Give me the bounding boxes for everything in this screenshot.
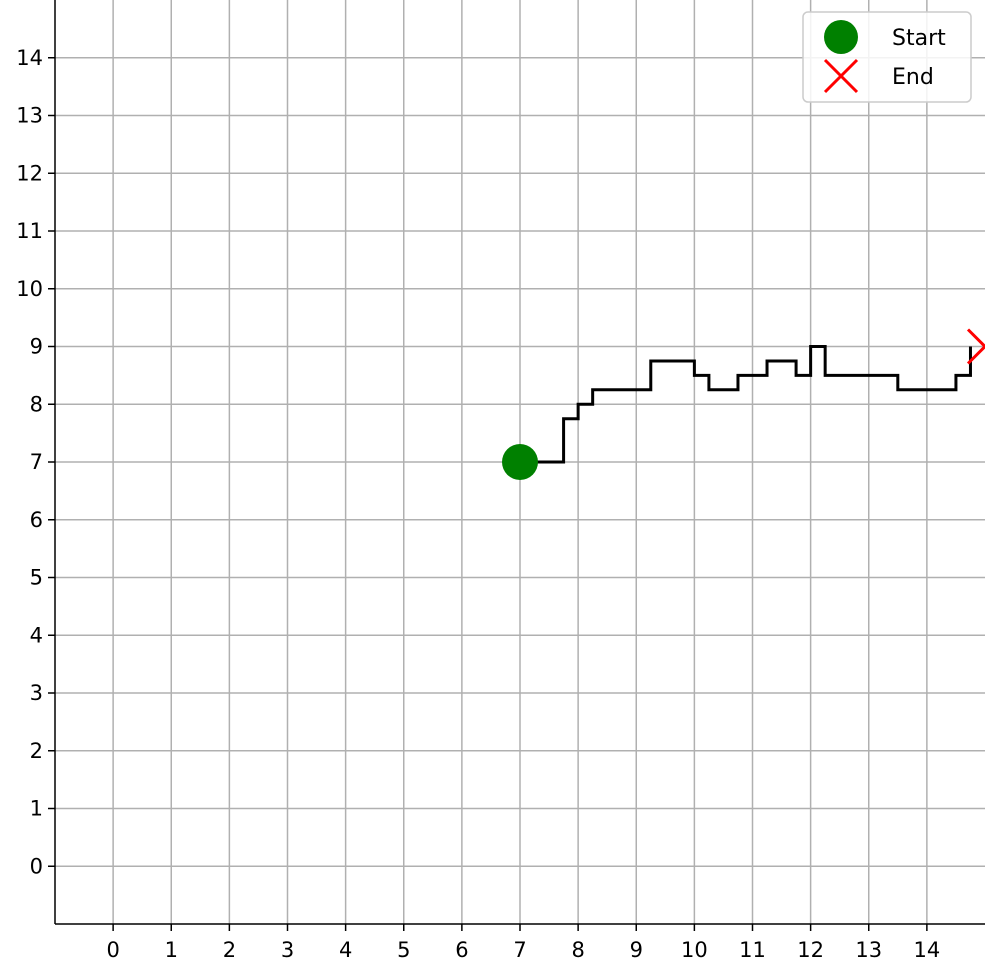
x-tick-label: 10 — [681, 938, 708, 962]
path-line — [520, 345, 972, 464]
y-tick-label: 7 — [30, 450, 43, 474]
x-tick-label: 6 — [455, 938, 468, 962]
data-marks — [502, 328, 985, 480]
start-marker — [502, 444, 538, 480]
y-tick-label: 11 — [16, 219, 43, 243]
legend-label: Start — [892, 26, 946, 51]
x-tick-label: 5 — [397, 938, 410, 962]
legend-end-stroke — [823, 58, 859, 94]
y-tick-label: 4 — [30, 623, 43, 647]
legend-start-symbol — [824, 20, 858, 54]
y-tick-label: 0 — [30, 854, 43, 878]
y-tick-label: 14 — [16, 46, 43, 70]
x-tick-label: 14 — [914, 938, 941, 962]
y-tick-label: 2 — [30, 739, 43, 763]
end-marker-stroke — [966, 328, 985, 349]
legend: Start End — [802, 11, 972, 103]
y-tick-label: 12 — [16, 161, 43, 185]
x-tick-label: 9 — [630, 938, 643, 962]
x-tick-label: 11 — [739, 938, 766, 962]
legend-end-symbol — [823, 58, 859, 94]
x-tick-label: 4 — [339, 938, 352, 962]
x-tick-label: 1 — [165, 938, 178, 962]
x-tick-label: 3 — [281, 938, 294, 962]
y-tick-label: 5 — [30, 566, 43, 590]
x-tick-label: 12 — [797, 938, 824, 962]
axes — [48, 0, 985, 931]
x-tick-label: 8 — [571, 938, 584, 962]
y-tick-label: 3 — [30, 681, 43, 705]
end-marker — [966, 328, 985, 365]
y-tick-label: 6 — [30, 508, 43, 532]
grid — [55, 0, 985, 924]
y-tick-label: 8 — [30, 392, 43, 416]
legend-label: End — [892, 65, 934, 90]
y-tick-label: 9 — [30, 335, 43, 359]
end-marker-stroke — [966, 344, 985, 365]
x-tick-label: 0 — [106, 938, 119, 962]
y-tick-label: 1 — [30, 797, 43, 821]
x-tick-label: 7 — [513, 938, 526, 962]
x-tick-label: 13 — [855, 938, 882, 962]
y-tick-label: 10 — [16, 277, 43, 301]
y-tick-label: 13 — [16, 104, 43, 128]
x-tick-label: 2 — [223, 938, 236, 962]
